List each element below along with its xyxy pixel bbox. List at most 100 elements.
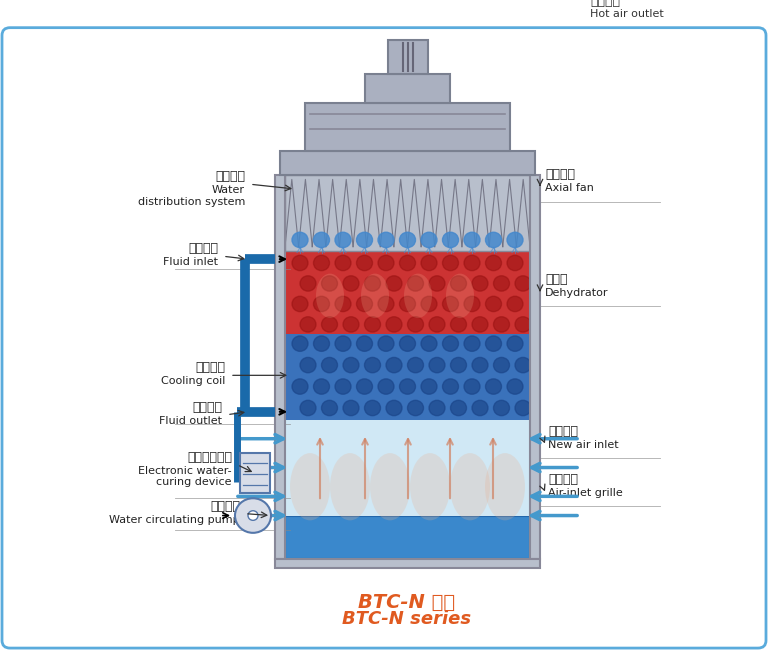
Text: BTC-N series: BTC-N series — [343, 610, 472, 629]
Circle shape — [343, 400, 359, 415]
FancyBboxPatch shape — [275, 559, 540, 568]
Circle shape — [507, 296, 523, 311]
Text: 冷却盘管: 冷却盘管 — [195, 361, 225, 374]
Text: 流体出口: 流体出口 — [192, 401, 222, 414]
Circle shape — [335, 232, 351, 248]
Circle shape — [322, 358, 337, 372]
Text: 轴流风机: 轴流风机 — [545, 168, 575, 181]
Circle shape — [300, 276, 316, 291]
Circle shape — [442, 296, 458, 311]
Circle shape — [515, 400, 531, 415]
FancyBboxPatch shape — [285, 515, 530, 559]
Text: Air-inlet grille: Air-inlet grille — [548, 488, 623, 498]
Circle shape — [408, 276, 423, 291]
Circle shape — [335, 336, 351, 351]
Circle shape — [248, 511, 258, 521]
Ellipse shape — [290, 453, 330, 521]
Ellipse shape — [370, 453, 410, 521]
Ellipse shape — [485, 453, 525, 521]
Text: Fluid outlet: Fluid outlet — [159, 415, 222, 426]
Circle shape — [451, 358, 466, 372]
Circle shape — [386, 276, 402, 291]
Circle shape — [408, 317, 423, 332]
FancyBboxPatch shape — [365, 73, 450, 103]
Ellipse shape — [410, 453, 450, 521]
Circle shape — [442, 336, 458, 351]
Circle shape — [507, 255, 523, 270]
Circle shape — [472, 276, 488, 291]
FancyBboxPatch shape — [285, 175, 530, 252]
Text: 喷淋系统: 喷淋系统 — [215, 170, 245, 183]
Circle shape — [451, 400, 466, 415]
Ellipse shape — [330, 453, 370, 521]
Text: Cooling coil: Cooling coil — [161, 376, 225, 386]
Ellipse shape — [446, 274, 474, 318]
Circle shape — [494, 276, 509, 291]
Circle shape — [507, 232, 523, 248]
Circle shape — [429, 358, 445, 372]
Ellipse shape — [404, 274, 432, 318]
Ellipse shape — [450, 453, 490, 521]
Circle shape — [300, 358, 316, 372]
Circle shape — [356, 296, 372, 311]
FancyBboxPatch shape — [285, 252, 530, 334]
Circle shape — [322, 276, 337, 291]
Circle shape — [322, 317, 337, 332]
Text: Hot air outlet: Hot air outlet — [590, 9, 664, 20]
Circle shape — [365, 276, 380, 291]
Circle shape — [464, 255, 480, 270]
Circle shape — [485, 379, 502, 394]
Circle shape — [507, 379, 523, 394]
Circle shape — [292, 232, 308, 248]
Circle shape — [313, 255, 329, 270]
Text: Dehydrator: Dehydrator — [545, 288, 608, 298]
Circle shape — [464, 296, 480, 311]
Circle shape — [343, 358, 359, 372]
Circle shape — [292, 379, 308, 394]
Circle shape — [292, 296, 308, 311]
Text: Axial fan: Axial fan — [545, 183, 594, 193]
FancyBboxPatch shape — [530, 175, 540, 559]
Circle shape — [378, 336, 394, 351]
Circle shape — [485, 232, 502, 248]
Circle shape — [292, 255, 308, 270]
Circle shape — [485, 255, 502, 270]
FancyBboxPatch shape — [285, 419, 530, 515]
Circle shape — [515, 276, 531, 291]
Text: 除水器: 除水器 — [545, 273, 568, 286]
Circle shape — [464, 336, 480, 351]
Circle shape — [472, 317, 488, 332]
Text: 流体进口: 流体进口 — [188, 242, 218, 255]
Circle shape — [356, 255, 372, 270]
Circle shape — [313, 232, 329, 248]
Circle shape — [494, 317, 509, 332]
Circle shape — [507, 336, 523, 351]
Circle shape — [429, 400, 445, 415]
Circle shape — [313, 296, 329, 311]
Circle shape — [335, 296, 351, 311]
Circle shape — [442, 255, 458, 270]
Circle shape — [386, 400, 402, 415]
Text: New air inlet: New air inlet — [548, 439, 619, 450]
Text: 进风格栅: 进风格栅 — [548, 473, 578, 486]
Text: Water
distribution system: Water distribution system — [137, 185, 245, 207]
Circle shape — [515, 317, 531, 332]
Circle shape — [313, 336, 329, 351]
Circle shape — [472, 400, 488, 415]
Circle shape — [378, 296, 394, 311]
Circle shape — [421, 255, 437, 270]
Circle shape — [429, 317, 445, 332]
Circle shape — [442, 232, 458, 248]
Ellipse shape — [316, 274, 344, 318]
Circle shape — [429, 276, 445, 291]
FancyBboxPatch shape — [285, 332, 530, 419]
Circle shape — [421, 296, 437, 311]
Circle shape — [335, 379, 351, 394]
FancyBboxPatch shape — [2, 28, 766, 648]
Circle shape — [386, 358, 402, 372]
Circle shape — [451, 276, 466, 291]
Circle shape — [472, 358, 488, 372]
Text: Water circulating pump: Water circulating pump — [109, 515, 240, 525]
Circle shape — [365, 317, 380, 332]
Circle shape — [464, 379, 480, 394]
